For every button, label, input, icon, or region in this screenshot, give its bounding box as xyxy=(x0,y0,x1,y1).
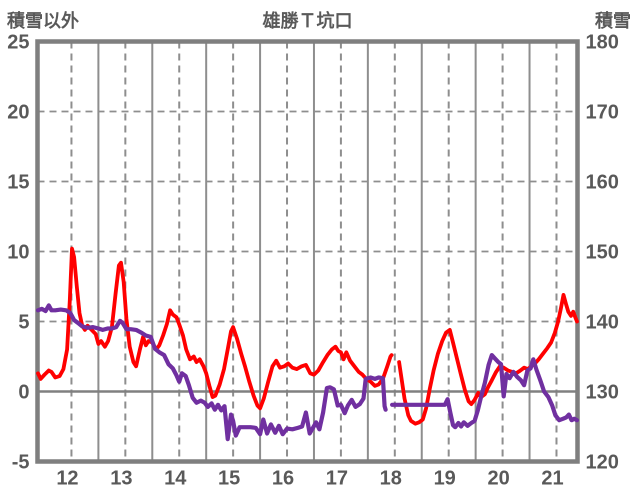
x-axis-tick-label: 15 xyxy=(218,468,240,490)
x-axis-tick-label: 17 xyxy=(326,468,348,490)
right-axis-tick-label: 130 xyxy=(586,382,619,404)
x-axis-tick-label: 19 xyxy=(434,468,456,490)
right-axis-tick-label: 120 xyxy=(586,452,619,474)
x-axis-tick-label: 14 xyxy=(164,468,187,490)
series-red xyxy=(397,292,579,426)
x-axis-tick-label: 12 xyxy=(56,468,78,490)
left-axis-tick-label: 0 xyxy=(18,382,29,404)
x-axis-tick-label: 16 xyxy=(272,468,294,490)
right-axis-tick-label: 150 xyxy=(586,242,619,264)
left-axis-tick-label: 10 xyxy=(7,242,29,264)
x-axis-tick-label: 20 xyxy=(487,468,509,490)
x-axis-tick-label: 13 xyxy=(110,468,132,490)
right-axis-tick-label: 160 xyxy=(586,172,619,194)
x-axis-tick-label: 21 xyxy=(541,468,563,490)
left-axis-tick-label: 20 xyxy=(7,102,29,124)
left-axis-tick-label: 5 xyxy=(18,312,29,334)
series-purple xyxy=(390,353,580,430)
left-axis-title: 積雪以外 xyxy=(7,11,79,31)
left-axis-tick-label: -5 xyxy=(12,452,30,474)
right-axis-tick-label: 170 xyxy=(586,102,619,124)
right-axis-tick-label: 180 xyxy=(586,32,619,54)
left-axis-tick-label: 15 xyxy=(7,172,29,194)
right-axis-tick-label: 140 xyxy=(586,312,619,334)
plot-frame xyxy=(35,39,580,464)
left-axis-tick-label: 25 xyxy=(7,32,29,54)
chart-title: 雄勝Ｔ坑口 xyxy=(262,11,353,31)
right-axis-title: 積雪 xyxy=(595,11,631,31)
series-purple xyxy=(35,303,388,442)
x-axis-tick-label: 18 xyxy=(380,468,402,490)
